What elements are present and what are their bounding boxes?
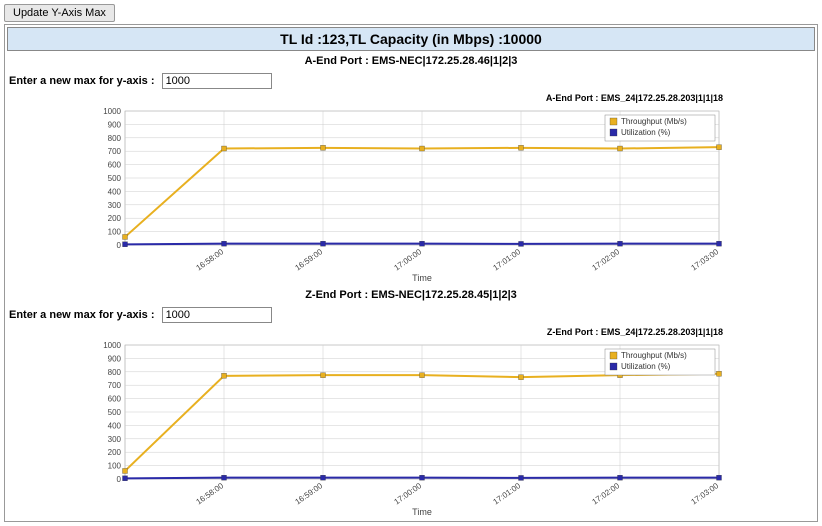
svg-text:0: 0 <box>117 241 122 250</box>
update-y-axis-max-button[interactable]: Update Y-Axis Max <box>4 4 115 22</box>
svg-text:1000: 1000 <box>103 107 121 116</box>
svg-text:300: 300 <box>108 201 122 210</box>
svg-text:16:59:00: 16:59:00 <box>293 247 324 273</box>
svg-text:Throughput (Mb/s): Throughput (Mb/s) <box>621 117 687 126</box>
svg-text:16:58:00: 16:58:00 <box>194 247 225 273</box>
main-panel: TL Id :123,TL Capacity (in Mbps) :10000 … <box>4 24 818 522</box>
svg-text:Time: Time <box>412 507 432 517</box>
svg-text:700: 700 <box>108 381 122 390</box>
z-end-header: Z-End Port : EMS-NEC|172.25.28.45|1|2|3 <box>7 285 815 303</box>
a-chart-wrap: A-End Port : EMS_24|172.25.28.203|1|1|18… <box>87 91 727 285</box>
svg-text:800: 800 <box>108 134 122 143</box>
a-yaxis-max-input[interactable] <box>162 73 272 89</box>
z-chart: 0 100 200 300 400 500 600 700 800 900 1000 16:58:00… <box>87 339 727 519</box>
z-yaxis-max-input[interactable] <box>162 307 272 323</box>
svg-text:200: 200 <box>108 448 122 457</box>
svg-text:400: 400 <box>108 187 122 196</box>
svg-text:17:02:00: 17:02:00 <box>590 481 621 507</box>
svg-text:700: 700 <box>108 147 122 156</box>
svg-text:100: 100 <box>108 228 122 237</box>
svg-text:600: 600 <box>108 395 122 404</box>
svg-text:17:03:00: 17:03:00 <box>689 247 720 273</box>
a-yaxis-input-row: Enter a new max for y-axis : <box>7 69 815 91</box>
z-chart-wrap: Z-End Port : EMS_24|172.25.28.203|1|1|18… <box>87 325 727 519</box>
svg-text:Utilization (%): Utilization (%) <box>621 362 671 371</box>
svg-text:800: 800 <box>108 368 122 377</box>
svg-text:100: 100 <box>108 462 122 471</box>
svg-text:Throughput (Mb/s): Throughput (Mb/s) <box>621 351 687 360</box>
svg-text:900: 900 <box>108 354 122 363</box>
svg-text:17:02:00: 17:02:00 <box>590 247 621 273</box>
svg-text:200: 200 <box>108 214 122 223</box>
svg-text:16:59:00: 16:59:00 <box>293 481 324 507</box>
svg-text:17:01:00: 17:01:00 <box>491 247 522 273</box>
svg-text:1000: 1000 <box>103 341 121 350</box>
svg-text:600: 600 <box>108 161 122 170</box>
svg-text:500: 500 <box>108 174 122 183</box>
svg-text:400: 400 <box>108 421 122 430</box>
svg-text:17:03:00: 17:03:00 <box>689 481 720 507</box>
svg-text:17:00:00: 17:00:00 <box>392 247 423 273</box>
svg-text:300: 300 <box>108 435 122 444</box>
z-yaxis-input-row: Enter a new max for y-axis : <box>7 303 815 325</box>
svg-text:17:01:00: 17:01:00 <box>491 481 522 507</box>
z-yaxis-input-label: Enter a new max for y-axis : <box>9 309 155 321</box>
svg-text:900: 900 <box>108 120 122 129</box>
svg-text:500: 500 <box>108 408 122 417</box>
a-end-header: A-End Port : EMS-NEC|172.25.28.46|1|2|3 <box>7 51 815 69</box>
svg-text:16:58:00: 16:58:00 <box>194 481 225 507</box>
svg-text:17:00:00: 17:00:00 <box>392 481 423 507</box>
svg-text:Utilization (%): Utilization (%) <box>621 128 671 137</box>
svg-text:0: 0 <box>117 475 122 484</box>
z-chart-title: Z-End Port : EMS_24|172.25.28.203|1|1|18 <box>87 325 727 339</box>
a-yaxis-input-label: Enter a new max for y-axis : <box>9 75 155 87</box>
svg-text:Time: Time <box>412 273 432 283</box>
a-chart: 0 100 200 300 400 500 600 700 800 900 1000 16:58:00… <box>87 105 727 285</box>
a-chart-title: A-End Port : EMS_24|172.25.28.203|1|1|18 <box>87 91 727 105</box>
page-title: TL Id :123,TL Capacity (in Mbps) :10000 <box>7 27 815 51</box>
